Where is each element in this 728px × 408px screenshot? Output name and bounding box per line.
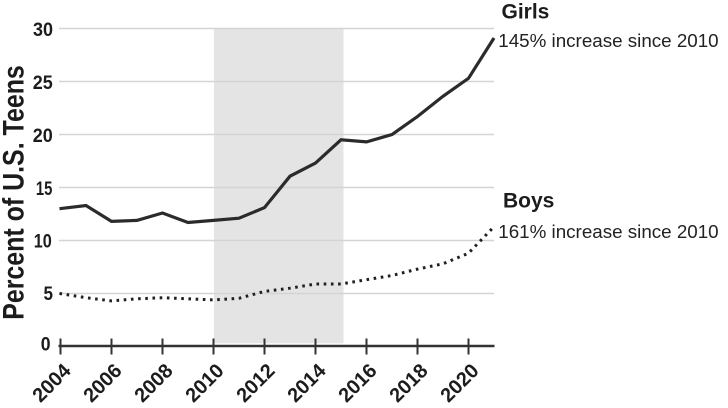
svg-text:2004: 2004 <box>29 359 77 407</box>
svg-text:0: 0 <box>41 334 51 355</box>
svg-text:145% increase since 2010: 145% increase since 2010 <box>498 30 718 51</box>
svg-text:2012: 2012 <box>233 360 280 407</box>
svg-text:Girls: Girls <box>502 1 550 24</box>
svg-text:Boys: Boys <box>503 189 554 212</box>
svg-text:10: 10 <box>34 231 52 252</box>
svg-text:15: 15 <box>36 179 53 200</box>
svg-text:20: 20 <box>33 126 53 147</box>
svg-text:25: 25 <box>33 73 53 94</box>
svg-text:30: 30 <box>33 20 53 41</box>
svg-text:Percent of U.S. Teens: Percent of U.S. Teens <box>0 65 30 320</box>
svg-text:2008: 2008 <box>131 360 178 407</box>
svg-text:2018: 2018 <box>386 360 433 407</box>
svg-text:5: 5 <box>44 284 54 305</box>
svg-text:2014: 2014 <box>284 359 332 407</box>
svg-text:2016: 2016 <box>335 360 382 407</box>
svg-text:2010: 2010 <box>182 360 229 407</box>
svg-text:2020: 2020 <box>437 360 484 407</box>
svg-text:2006: 2006 <box>80 360 127 407</box>
svg-text:161% increase since 2010: 161% increase since 2010 <box>498 221 718 242</box>
